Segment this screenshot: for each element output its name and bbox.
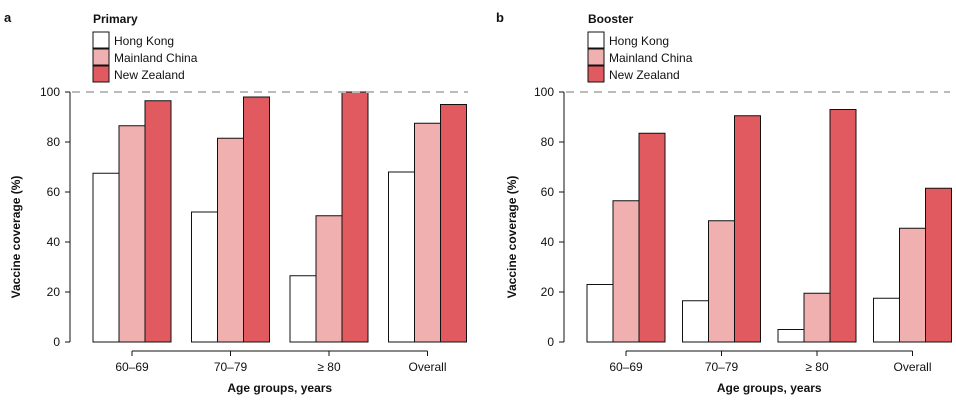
y-tick-label: 20 xyxy=(47,285,61,299)
legend-item: New Zealand xyxy=(587,65,680,83)
y-tick-label: 80 xyxy=(541,135,555,149)
bar xyxy=(925,187,952,343)
panel-letter: a xyxy=(4,10,12,25)
legend-label: New Zealand xyxy=(609,68,680,82)
legend-label: Hong Kong xyxy=(114,34,174,48)
bar xyxy=(873,297,900,343)
y-tick-label: 40 xyxy=(541,235,555,249)
chart-panel-a: a Primary Hong Kong Mainland China New Zeala… xyxy=(4,10,468,395)
legend-swatch xyxy=(587,31,605,49)
legend-label: Hong Kong xyxy=(609,34,669,48)
bar xyxy=(682,300,709,343)
bar xyxy=(289,275,317,343)
legend-swatch xyxy=(587,48,605,66)
bar xyxy=(829,109,857,343)
bar xyxy=(118,125,146,343)
bar xyxy=(638,132,666,343)
bar xyxy=(734,115,761,343)
legend-title: Booster xyxy=(588,12,634,26)
x-axis-title: Age groups, years xyxy=(717,381,822,395)
y-tick-label: 60 xyxy=(541,185,555,199)
bar xyxy=(777,329,805,343)
legend-swatch xyxy=(92,65,110,83)
bar xyxy=(191,211,218,343)
legend-title: Primary xyxy=(93,12,138,26)
y-tick-label: 80 xyxy=(47,135,61,149)
x-tick-label: ≥ 80 xyxy=(805,360,829,374)
bar xyxy=(440,104,467,343)
y-tick-label: 100 xyxy=(534,85,554,99)
y-tick-label: 0 xyxy=(53,335,60,349)
bar xyxy=(899,227,926,343)
bar xyxy=(341,91,369,343)
bar xyxy=(315,215,343,343)
legend-label: Mainland China xyxy=(114,51,198,65)
x-tick-label: Overall xyxy=(893,360,931,374)
bar xyxy=(414,122,441,343)
bar xyxy=(388,171,415,343)
legend-label: New Zealand xyxy=(114,68,185,82)
y-tick-label: 20 xyxy=(541,285,555,299)
y-axis-title: Vaccine coverage (%) xyxy=(9,176,23,299)
legend-swatch xyxy=(92,31,110,49)
legend-item: Hong Kong xyxy=(587,31,669,49)
bar xyxy=(144,100,172,343)
y-tick-label: 100 xyxy=(40,85,60,99)
chart-panel-b: b Booster Hong Kong Mainland China New Zeala… xyxy=(496,10,952,395)
bar xyxy=(586,284,614,343)
legend-item: Mainland China xyxy=(587,48,693,66)
x-tick-label: 70–79 xyxy=(705,360,739,374)
y-tick-label: 60 xyxy=(47,185,61,199)
y-tick-label: 40 xyxy=(47,235,61,249)
bar xyxy=(92,172,120,343)
x-tick-label: 60–69 xyxy=(609,360,643,374)
legend-item: Mainland China xyxy=(92,48,198,66)
legend-swatch xyxy=(92,48,110,66)
panel-letter: b xyxy=(496,10,504,25)
legend-swatch xyxy=(587,65,605,83)
bar xyxy=(243,96,270,343)
bar xyxy=(708,220,735,343)
bar xyxy=(612,200,640,343)
x-tick-label: 60–69 xyxy=(115,360,149,374)
x-tick-label: 70–79 xyxy=(214,360,248,374)
legend-label: Mainland China xyxy=(609,51,693,65)
y-axis-title: Vaccine coverage (%) xyxy=(505,176,519,299)
bar xyxy=(217,137,244,343)
bar xyxy=(803,292,831,343)
legend-item: New Zealand xyxy=(92,65,185,83)
x-axis-title: Age groups, years xyxy=(227,381,332,395)
legend-item: Hong Kong xyxy=(92,31,174,49)
x-tick-label: Overall xyxy=(408,360,446,374)
x-tick-label: ≥ 80 xyxy=(317,360,341,374)
y-tick-label: 0 xyxy=(547,335,554,349)
